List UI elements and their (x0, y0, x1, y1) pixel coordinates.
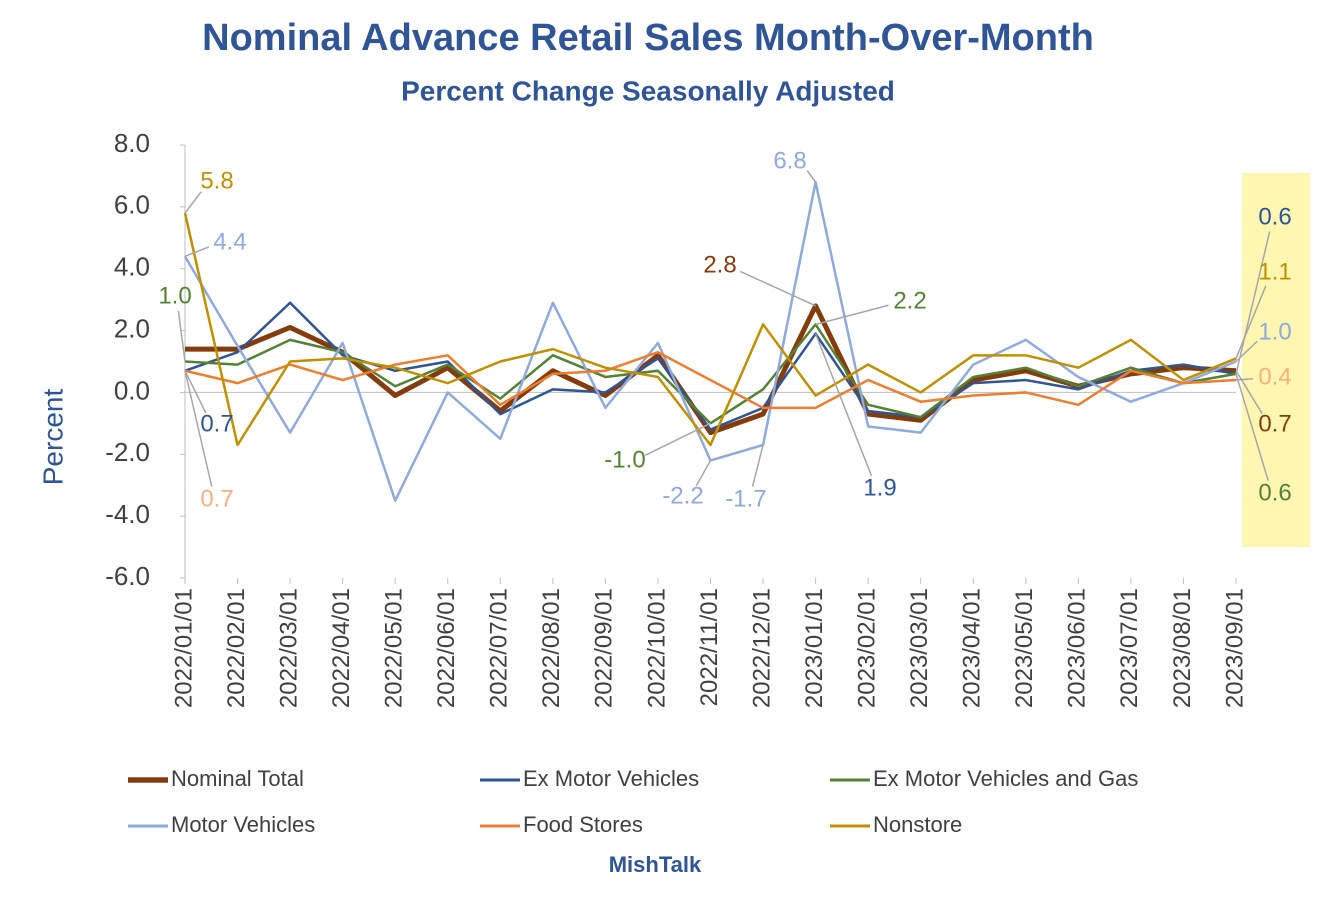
x-tick-label: 2022/03/01 (275, 588, 302, 708)
leader-line (644, 422, 711, 457)
leader-line (177, 310, 186, 362)
x-tick-label: 2022/10/01 (643, 588, 670, 708)
leader-line (1235, 370, 1263, 415)
x-tick-label: 2023/09/01 (1221, 588, 1248, 708)
chart-title: Nominal Advance Retail Sales Month-Over-… (202, 17, 1094, 59)
x-tick-label: 2022/05/01 (381, 588, 408, 708)
leader-line (184, 191, 202, 214)
y-tick-label: 2.0 (114, 313, 150, 343)
y-tick-label: -2.0 (105, 437, 150, 467)
data-label: 4.4 (213, 228, 246, 255)
highlight (1242, 173, 1310, 547)
data-label: 2.8 (703, 251, 736, 278)
leader-line (184, 370, 207, 414)
y-tick-label: 6.0 (114, 190, 150, 220)
y-tick-label: 4.0 (114, 252, 150, 282)
y-tick-label: -4.0 (105, 499, 150, 529)
data-label: -2.2 (662, 482, 703, 509)
legend-label: Ex Motor Vehicles and Gas (873, 766, 1138, 791)
x-tick-label: 2022/01/01 (170, 588, 197, 708)
leader-line (1235, 231, 1271, 375)
legend-label: Nonstore (873, 812, 962, 837)
leader-line (695, 460, 712, 487)
x-tick-label: 2023/05/01 (1011, 588, 1038, 708)
x-tick-label: 2022/04/01 (328, 588, 355, 708)
leader-line (1235, 285, 1267, 359)
y-tick-label: -6.0 (105, 561, 150, 591)
x-tick-label: 2022/11/01 (696, 588, 723, 706)
x-tick-label: 2023/07/01 (1116, 588, 1143, 708)
y-tick-label: 8.0 (114, 128, 150, 158)
x-tick-label: 2023/01/01 (801, 588, 828, 708)
x-tick-label: 2022/12/01 (748, 588, 775, 708)
data-label: 0.4 (1258, 363, 1291, 390)
chart-subtitle: Percent Change Seasonally Adjusted (401, 75, 895, 106)
data-label: 0.6 (1258, 203, 1291, 230)
series-line (184, 350, 1237, 410)
data-label: 6.8 (773, 147, 806, 174)
x-tick-label: 2023/03/01 (906, 588, 933, 708)
data-label: 0.7 (1258, 410, 1291, 437)
series-line (185, 303, 1237, 436)
data-label: 0.7 (200, 485, 233, 512)
leader-line (1235, 377, 1254, 381)
data-label: 2.2 (893, 287, 926, 314)
leader-line (1235, 340, 1258, 363)
x-tick-label: 2023/08/01 (1169, 588, 1196, 708)
data-label: 1.9 (863, 474, 896, 501)
legend-label: Ex Motor Vehicles (523, 766, 699, 791)
leader-line (815, 304, 889, 326)
data-label: 1.0 (158, 282, 191, 309)
leader-line (806, 170, 817, 183)
x-tick-label: 2023/02/01 (853, 588, 880, 708)
leader-line (751, 444, 764, 487)
y-tick-label: 0.0 (114, 375, 150, 405)
x-tick-label: 2022/02/01 (223, 588, 250, 708)
series-line (184, 301, 1237, 431)
leader-line (184, 246, 210, 258)
footer: MishTalk (609, 852, 702, 877)
data-label: 5.8 (200, 167, 233, 194)
data-label: 0.6 (1258, 479, 1291, 506)
x-tick-label: 2022/07/01 (486, 588, 513, 708)
leader-line (1235, 373, 1269, 481)
x-tick-label: 2022/09/01 (591, 588, 618, 708)
leader-line (184, 370, 213, 487)
series-line (184, 323, 1237, 425)
data-label: 1.1 (1258, 258, 1291, 285)
data-label: 0.7 (200, 410, 233, 437)
x-tick-label: 2023/04/01 (959, 588, 986, 708)
data-label: 1.0 (1258, 318, 1291, 345)
series-line (183, 212, 1237, 447)
leader-line (814, 333, 873, 477)
y-axis-label: Percent (37, 389, 68, 486)
data-label: -1.7 (725, 485, 766, 512)
data-label: -1.0 (604, 446, 645, 473)
legend-label: Motor Vehicles (171, 812, 315, 837)
legend-label: Food Stores (523, 812, 643, 837)
x-tick-label: 2022/06/01 (433, 588, 460, 708)
leader-line (739, 270, 816, 307)
x-tick-label: 2023/06/01 (1064, 588, 1091, 708)
legend-label: Nominal Total (171, 766, 304, 791)
x-tick-label: 2022/08/01 (538, 588, 565, 708)
series-line (183, 180, 1237, 502)
